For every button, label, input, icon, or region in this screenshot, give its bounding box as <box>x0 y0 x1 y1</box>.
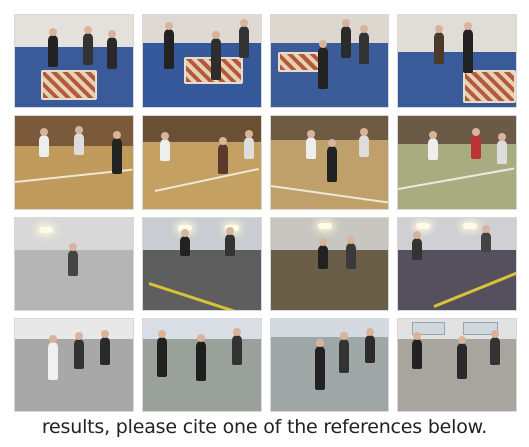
image-tile-court-3 <box>269 115 390 210</box>
image-tile-terrace-2 <box>141 317 262 412</box>
image-tile-room-3 <box>269 14 390 109</box>
image-tile-terrace-3 <box>269 317 390 412</box>
image-tile-court-2 <box>141 115 262 210</box>
image-tile-terrace-1 <box>14 317 134 412</box>
image-tile-court-4 <box>397 115 517 210</box>
image-grid <box>14 14 517 412</box>
image-tile-parking-1 <box>14 216 134 311</box>
image-tile-court-1 <box>14 115 134 210</box>
image-tile-room-4 <box>397 14 517 109</box>
image-tile-parking-2 <box>141 216 262 311</box>
caption-text: results, please cite one of the referenc… <box>41 416 488 438</box>
image-tile-parking-3 <box>269 216 390 311</box>
image-tile-room-1 <box>14 14 134 109</box>
image-tile-terrace-4 <box>397 317 517 412</box>
image-tile-room-2 <box>141 14 262 109</box>
image-tile-parking-4 <box>397 216 517 311</box>
